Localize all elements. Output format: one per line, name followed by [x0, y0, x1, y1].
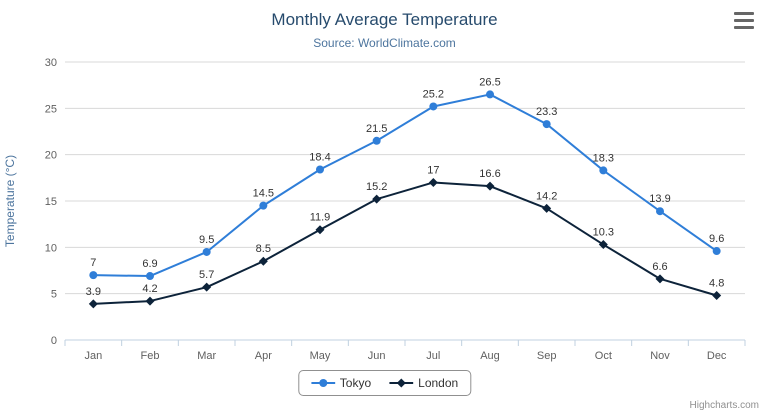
data-label-london-sep: 14.2 — [536, 190, 557, 202]
y-axis-label: 0 — [51, 335, 57, 347]
marker-london-dec[interactable] — [712, 291, 722, 301]
data-label-tokyo-nov: 13.9 — [649, 193, 670, 205]
marker-london-jun[interactable] — [372, 194, 382, 204]
marker-london-oct[interactable] — [598, 240, 608, 250]
chart-subtitle: Source: WorldClimate.com — [313, 36, 456, 50]
data-label-london-jan: 3.9 — [86, 286, 101, 298]
highcharts-credits[interactable]: Highcharts.com — [689, 400, 759, 411]
data-label-tokyo-mar: 9.5 — [199, 234, 214, 246]
legend-diamond-marker-icon — [389, 378, 414, 388]
legend-item-tokyo[interactable]: Tokyo — [310, 376, 372, 390]
legend-item-london[interactable]: London — [389, 376, 458, 390]
export-menu-button[interactable] — [731, 10, 757, 31]
series-line-london — [92, 181, 718, 305]
marker-tokyo-sep[interactable] — [542, 120, 551, 129]
marker-tokyo-jul[interactable] — [429, 102, 438, 111]
marker-london-jan[interactable] — [88, 299, 98, 309]
data-label-tokyo-dec: 9.6 — [709, 233, 724, 245]
marker-london-mar[interactable] — [202, 282, 212, 292]
x-axis-label: Apr — [255, 350, 272, 362]
legend-circle-marker-icon — [310, 379, 335, 387]
marker-tokyo-aug[interactable] — [486, 90, 494, 99]
data-label-tokyo-may: 18.4 — [309, 151, 330, 163]
y-axis-label: 15 — [45, 196, 57, 208]
x-axis-label: Feb — [141, 350, 160, 362]
marker-tokyo-feb[interactable] — [146, 272, 154, 281]
x-axis-label: Aug — [480, 350, 500, 362]
data-label-london-aug: 16.6 — [479, 168, 500, 180]
chart-title: Monthly Average Temperature — [271, 10, 498, 29]
marker-london-aug[interactable] — [485, 181, 495, 191]
x-axis-label: Jan — [84, 350, 102, 362]
data-label-london-may: 11.9 — [310, 212, 331, 224]
marker-tokyo-may[interactable] — [316, 165, 324, 174]
marker-tokyo-nov[interactable] — [656, 207, 664, 216]
x-axis-label: Jun — [368, 350, 386, 362]
data-label-tokyo-sep: 23.3 — [536, 106, 557, 118]
x-axis-label: May — [310, 350, 331, 362]
legend: Tokyo London — [297, 370, 472, 396]
y-axis-title: Temperature (°C) — [3, 155, 17, 247]
data-label-tokyo-aug: 26.5 — [479, 76, 500, 88]
data-label-london-dec: 4.8 — [709, 278, 724, 290]
marker-tokyo-mar[interactable] — [202, 247, 211, 256]
data-label-london-feb: 4.2 — [142, 283, 157, 295]
data-label-tokyo-apr: 14.5 — [253, 188, 274, 200]
data-label-london-mar: 5.7 — [199, 269, 214, 281]
x-axis-label: Oct — [595, 350, 612, 362]
x-axis-label: Mar — [197, 350, 216, 362]
data-label-london-jun: 15.2 — [366, 181, 387, 193]
marker-london-nov[interactable] — [655, 274, 665, 284]
y-axis-label: 25 — [45, 103, 57, 115]
legend-label: London — [418, 376, 459, 390]
hamburger-icon-bar — [734, 12, 754, 15]
data-label-tokyo-jan: 7 — [90, 257, 96, 269]
x-axis-label: Jul — [426, 350, 440, 362]
marker-tokyo-jun[interactable] — [372, 136, 381, 145]
data-label-london-jul: 17 — [427, 164, 439, 176]
hamburger-icon-bar — [734, 26, 754, 29]
series-line-tokyo — [92, 93, 718, 278]
data-label-london-apr: 8.5 — [256, 243, 271, 255]
data-label-tokyo-jun: 21.5 — [366, 123, 387, 135]
marker-tokyo-jan[interactable] — [89, 271, 98, 280]
x-axis-label: Sep — [537, 350, 557, 362]
y-axis-label: 30 — [45, 57, 57, 69]
marker-london-may[interactable] — [315, 225, 325, 235]
marker-london-feb[interactable] — [145, 296, 155, 306]
y-axis-label: 20 — [45, 150, 57, 162]
y-axis-label: 10 — [45, 242, 57, 254]
x-axis-label: Dec — [707, 350, 727, 362]
marker-london-sep[interactable] — [542, 203, 552, 213]
data-label-tokyo-oct: 18.3 — [593, 152, 614, 164]
data-label-tokyo-jul: 25.2 — [423, 88, 444, 100]
marker-london-jul[interactable] — [428, 177, 438, 187]
hamburger-icon-bar — [734, 19, 754, 22]
legend-label: Tokyo — [339, 376, 372, 390]
marker-tokyo-apr[interactable] — [259, 201, 268, 210]
marker-tokyo-oct[interactable] — [599, 166, 608, 175]
data-label-london-nov: 6.6 — [652, 261, 667, 273]
x-axis-label: Nov — [650, 350, 670, 362]
marker-london-apr[interactable] — [258, 256, 268, 266]
data-label-tokyo-feb: 6.9 — [142, 258, 157, 270]
marker-tokyo-dec[interactable] — [712, 247, 721, 256]
data-label-london-oct: 10.3 — [593, 227, 614, 239]
y-axis-label: 5 — [51, 289, 57, 301]
